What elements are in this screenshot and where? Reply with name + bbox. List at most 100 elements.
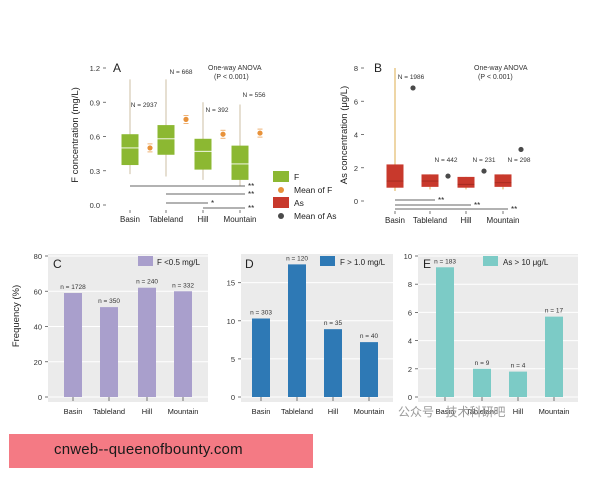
panel-b-box (494, 174, 512, 187)
legend-mean-f-label: Mean of F (294, 185, 332, 195)
panel-c-legend-label: F <0.5 mg/L (157, 258, 200, 267)
panel-c-xtick-label: Hill (142, 407, 153, 416)
panel-e-ytick-label: 4 (408, 337, 412, 346)
panel-e-xtick-label: Mountain (539, 407, 570, 416)
panel-e-bar (545, 316, 563, 397)
panel-e-legend-swatch (483, 256, 498, 266)
panel-d-bar (324, 329, 342, 397)
panel-d-letter: D (245, 257, 254, 271)
panel-d-ytick-label: 5 (231, 355, 235, 364)
panel-b-significance-label: ** (511, 205, 517, 214)
panel-e-xtick-label: Hill (513, 407, 524, 416)
panel-b-n-label: N = 231 (473, 157, 496, 164)
panel-a-mean-dot (257, 130, 263, 136)
panel-a-n-label: N = 392 (206, 107, 229, 114)
legend-mean-f-dot (278, 187, 284, 193)
panel-b-significance-label: ** (474, 201, 480, 210)
panel-b-ytick-label: 8 (354, 64, 358, 73)
panel-a-anova-line1: One-way ANOVA (208, 65, 262, 72)
panel-e-ytick-label: 10 (404, 252, 412, 261)
panel-d-legend-swatch (320, 256, 335, 266)
panel-d-bar-label: n = 35 (324, 320, 343, 327)
panel-a-ytick-label: 0.9 (90, 98, 100, 107)
panel-b-xtick-label: Mountain (487, 216, 520, 225)
panel-b-mean-dot (481, 168, 487, 174)
panel-a-mean-dot (147, 145, 153, 151)
panel-b-xtick-label: Basin (385, 216, 405, 225)
panel-e-xtick-label: Tableland (466, 407, 498, 416)
panel-d-bar-label: n = 303 (250, 309, 272, 316)
panel-c-xtick-label: Mountain (168, 407, 199, 416)
panel-d-bar (288, 264, 306, 397)
panel-a-anova-line2: (P < 0.001) (214, 74, 249, 81)
panel-c-ytick-label: 80 (34, 252, 42, 261)
panel-e-bar-label: n = 17 (545, 308, 564, 315)
panel-a-box (157, 125, 175, 155)
panel-c-bar-label: n = 350 (98, 298, 120, 305)
panel-c-xtick-label: Basin (64, 407, 83, 416)
panel-a-significance-label: * (211, 199, 214, 208)
panel-c-ytick-label: 20 (34, 358, 42, 367)
panel-d-ytick-label: 10 (227, 317, 235, 326)
panel-c-letter: C (53, 257, 62, 271)
legend-mean-as-label: Mean of As (294, 211, 337, 221)
panel-e-ytick-label: 6 (408, 308, 412, 317)
panel-d-bar (360, 342, 378, 397)
panel-c-ylabel: Frequency (%) (11, 285, 22, 347)
watermark-text: 公众号 · 技术科研吧 (398, 405, 506, 419)
panel-b-n-label: N = 442 (435, 157, 458, 164)
panel-b-xtick-label: Tableland (413, 216, 447, 225)
panel-b-mean-dot (410, 85, 416, 91)
panel-e-legend-label: As > 10 μg/L (503, 258, 549, 267)
panel-b-ytick-label: 2 (354, 164, 358, 173)
panel-d-bar (252, 318, 270, 397)
panel-e-bar (509, 371, 527, 397)
url-banner (9, 434, 313, 468)
panel-c-bar (64, 293, 82, 397)
panel-d-ytick-label: 15 (227, 279, 235, 288)
panel-a-ytick-label: 0.6 (90, 133, 100, 142)
panel-a-xtick-label: Tableland (149, 215, 183, 224)
panel-e-letter: E (423, 257, 431, 271)
panel-a-significance-label: ** (248, 182, 254, 191)
panel-b-ytick-label: 4 (354, 131, 358, 140)
panel-e-bar-label: n = 9 (475, 360, 490, 367)
panel-c-bar (138, 287, 156, 397)
panel-d-legend-label: F > 1.0 mg/L (340, 258, 386, 267)
panel-a-mean-dot (220, 131, 226, 137)
panel-a-mean-dot (183, 116, 189, 122)
panel-b-anova-line2: (P < 0.001) (478, 74, 513, 81)
panel-c-ytick-label: 40 (34, 323, 42, 332)
panel-b-ytick-label: 0 (354, 197, 358, 206)
legend-as-swatch (273, 197, 289, 208)
panel-c-ytick-label: 60 (34, 287, 42, 296)
panel-c-bar (174, 291, 192, 397)
panel-e-ytick-label: 0 (408, 393, 412, 402)
panel-e-xtick-label: Basin (436, 407, 455, 416)
panel-e-bar-label: n = 183 (434, 258, 456, 265)
panel-a-xtick-label: Mountain (224, 215, 257, 224)
marks-layer: 0.0 0.3 0.6 0.9 1.2 Basin Tableland Hill Mountai… (34, 64, 570, 416)
panel-b-box (386, 164, 404, 188)
panel-a-box (231, 145, 249, 180)
panel-a-ylabel: F concentration (mg/L) (70, 87, 81, 183)
panel-d-bar-label: n = 40 (360, 333, 379, 340)
panel-d-ytick-label: 0 (231, 393, 235, 402)
panel-a-ytick-label: 0.3 (90, 167, 100, 176)
panel-b-box (457, 176, 475, 188)
panel-b-significance-label: ** (438, 196, 444, 205)
panel-b-ylabel: As concentration (μg/L) (339, 86, 350, 184)
panel-c-xtick-label: Tableland (93, 407, 125, 416)
panel-a-significance-label: ** (248, 204, 254, 213)
panel-b-n-label: N = 298 (508, 157, 531, 164)
panel-e-ytick-label: 2 (408, 365, 412, 374)
legend-as-label: As (294, 198, 304, 208)
panel-b-letter: B (374, 61, 382, 75)
panel-b-mean-dot (445, 173, 451, 179)
panel-e-bar-label: n = 4 (511, 363, 526, 370)
legend-mean-as-dot (278, 213, 284, 219)
panel-c-bar-label: n = 332 (172, 282, 194, 289)
panel-d-bar-label: n = 120 (286, 255, 308, 262)
panel-a-box (121, 134, 139, 166)
panel-a-box (194, 138, 212, 170)
